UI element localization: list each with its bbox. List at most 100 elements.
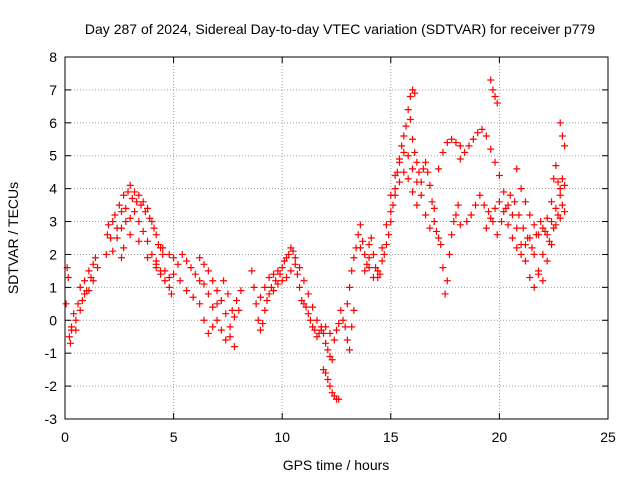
y-tick-label: 5	[49, 148, 57, 164]
data-point	[361, 267, 369, 275]
y-tick-label: 1	[49, 279, 57, 295]
data-point	[472, 201, 480, 209]
data-point	[382, 241, 390, 249]
data-point	[521, 198, 529, 206]
data-point	[322, 339, 330, 347]
data-point	[285, 250, 293, 258]
data-point	[265, 290, 273, 298]
data-point	[170, 270, 178, 278]
x-tick-label: 0	[61, 429, 69, 445]
data-point	[537, 218, 545, 226]
data-point	[402, 122, 410, 130]
data-point	[326, 382, 334, 390]
data-point	[296, 283, 304, 291]
data-point	[62, 300, 70, 308]
data-point	[552, 221, 560, 229]
data-point	[443, 139, 451, 147]
x-tick-labels: 0 5 10 15 20 25	[61, 429, 616, 445]
data-point	[330, 336, 338, 344]
data-point	[85, 287, 93, 295]
data-point	[409, 135, 417, 143]
data-point	[115, 201, 123, 209]
data-point	[183, 257, 191, 265]
data-point	[213, 316, 221, 324]
data-point	[506, 191, 514, 199]
data-point	[356, 221, 364, 229]
data-point	[339, 316, 347, 324]
data-point	[513, 244, 521, 252]
data-point	[413, 158, 421, 166]
data-point	[220, 277, 228, 285]
data-point	[530, 283, 538, 291]
data-point	[200, 316, 208, 324]
data-point	[196, 277, 204, 285]
data-point	[89, 277, 97, 285]
data-point	[422, 158, 430, 166]
data-point	[189, 293, 197, 301]
data-point	[491, 158, 499, 166]
data-point	[500, 208, 508, 216]
data-point	[422, 211, 430, 219]
data-point	[222, 336, 230, 344]
data-point	[419, 165, 427, 173]
data-point	[426, 181, 434, 189]
data-point	[304, 290, 312, 298]
data-point	[200, 280, 208, 288]
data-point	[157, 270, 165, 278]
data-points	[62, 76, 569, 403]
data-point	[461, 148, 469, 156]
data-point	[489, 86, 497, 94]
data-point	[81, 277, 89, 285]
x-tick-label: 25	[600, 429, 616, 445]
data-point	[476, 191, 484, 199]
data-point	[380, 250, 388, 258]
data-point	[348, 267, 356, 275]
data-point	[261, 283, 269, 291]
data-point	[222, 310, 230, 318]
data-point	[474, 129, 482, 137]
data-point	[322, 369, 330, 377]
data-point	[365, 264, 373, 272]
data-point	[109, 218, 117, 226]
data-point	[378, 257, 386, 265]
data-point	[102, 250, 110, 258]
data-point	[526, 234, 534, 242]
data-point	[441, 290, 449, 298]
data-point	[361, 250, 369, 258]
data-point	[491, 92, 499, 100]
data-point	[65, 333, 73, 341]
data-point	[356, 244, 364, 252]
data-point	[539, 224, 547, 232]
data-point	[406, 92, 414, 100]
y-tick-label: 4	[49, 181, 57, 197]
data-point	[463, 218, 471, 226]
data-point	[306, 316, 314, 324]
data-point	[556, 214, 564, 222]
data-point	[66, 339, 74, 347]
data-point	[343, 336, 351, 344]
data-point	[165, 250, 173, 258]
data-point	[445, 250, 453, 258]
data-point	[311, 326, 319, 334]
data-point	[387, 208, 395, 216]
data-point	[467, 211, 475, 219]
data-point	[528, 244, 536, 252]
data-point	[561, 142, 569, 150]
data-point	[561, 181, 569, 189]
data-point	[144, 237, 152, 245]
data-point	[78, 297, 86, 305]
data-point	[200, 260, 208, 268]
data-point	[350, 306, 358, 314]
data-point	[133, 198, 141, 206]
data-point	[217, 297, 225, 305]
data-point	[450, 218, 458, 226]
data-point	[411, 148, 419, 156]
data-point	[448, 135, 456, 143]
data-point	[558, 132, 566, 140]
data-point	[131, 188, 139, 196]
data-point	[283, 273, 291, 281]
x-tick-label: 5	[170, 429, 178, 445]
data-point	[304, 310, 312, 318]
data-point	[515, 211, 523, 219]
data-point	[454, 201, 462, 209]
